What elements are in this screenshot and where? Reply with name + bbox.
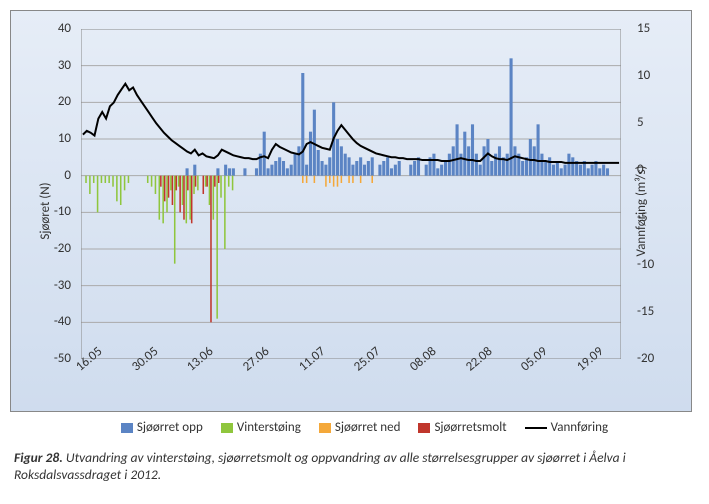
legend-item-smolt: Sjøørretsmolt [418,420,506,435]
legend: Sjøørret opp Vinterstøing Sjøørret ned S… [10,412,709,443]
x-ticks: 16.0530.0513.0627.0611.0725.0708.0822.08… [81,361,621,411]
chart-container: Sjøøret (N) Vannføring (m³/s) -50-40-30-… [10,10,692,412]
legend-item-flow: Vannføring [525,420,609,435]
legend-item-opp: Sjøørret opp [121,420,203,435]
chart-svg [81,29,621,359]
yleft-ticks: -50-40-30-20-10010203040 [11,29,77,359]
legend-item-ned: Sjøørret ned [319,420,401,435]
legend-item-vint: Vinterstøing [221,420,301,435]
figure-caption: Figur 28. Utvandring av vinterstøing, sj… [10,443,709,483]
yright-ticks: -20-15-10-5051015 [631,29,691,359]
